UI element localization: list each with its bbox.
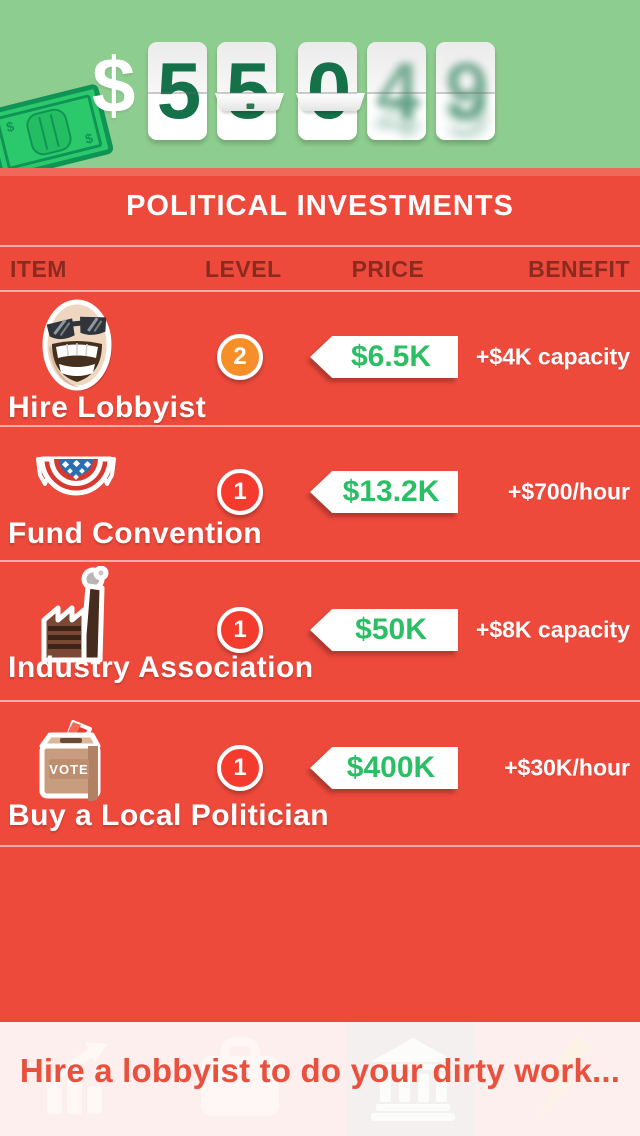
factory-icon	[41, 566, 109, 663]
counter-digit-tile: 5	[215, 42, 284, 140]
item-name: Fund Convention	[8, 517, 263, 550]
flying-money-icon[interactable]	[515, 1034, 605, 1124]
vote-label: VOTE	[49, 762, 88, 777]
item-name: Buy a Local Politician	[8, 799, 330, 832]
counter-digit-tile: 5	[148, 42, 207, 140]
table-row-industry-association[interactable]: Industry Association 1 $50K +$8K capacit…	[0, 560, 640, 700]
buy-button[interactable]: $13.2K	[310, 471, 458, 513]
counter-digit: 5	[156, 46, 202, 135]
column-header-benefit: BENEFIT	[528, 256, 630, 282]
level-badge: 1	[217, 469, 263, 515]
item-name: Hire Lobbyist	[8, 391, 207, 424]
ballot-box-icon: VOTE	[39, 720, 101, 801]
level-badge: 1	[217, 745, 263, 791]
benefit-label: +$700/hour	[507, 478, 630, 505]
briefcase-icon[interactable]	[195, 1034, 285, 1124]
table-header-row: ITEM LEVEL PRICE BENEFIT	[0, 256, 640, 284]
buy-button[interactable]: $400K	[310, 747, 458, 789]
price-label: $50K	[355, 613, 427, 646]
hint-ticker-text: Hire a lobbyist to do your dirty work...	[19, 1052, 621, 1089]
counter-digit: 9	[444, 46, 490, 135]
bar-chart-icon[interactable]	[35, 1034, 125, 1124]
counter-digit-tile-spinning: 9 9	[436, 42, 495, 150]
divider	[0, 700, 640, 702]
divider	[0, 560, 640, 562]
page-title: POLITICAL INVESTMENTS	[126, 190, 514, 222]
political-investments-panel: POLITICAL INVESTMENTS ITEM LEVEL PRICE B…	[0, 168, 640, 1022]
decimal-dot	[246, 103, 255, 110]
counter-digit-ghost: 4	[375, 83, 421, 150]
counter-digit: 5	[225, 46, 271, 135]
svg-text:$: $	[5, 119, 16, 135]
patriotic-bunting-icon	[36, 456, 116, 496]
table-row-buy-local-politician[interactable]: VOTE Buy a Local Politician 1 $400K +$30…	[0, 700, 640, 845]
column-header-level: LEVEL	[205, 256, 282, 282]
counter-digit-ghost: 9	[444, 83, 490, 150]
panel-top-highlight	[0, 168, 640, 176]
counter-digit-tile-spinning: 4 4	[367, 42, 426, 150]
column-header-price: PRICE	[351, 256, 425, 282]
price-label: $6.5K	[350, 340, 432, 373]
buy-button[interactable]: $6.5K	[310, 336, 458, 378]
table-row-fund-convention[interactable]: Fund Convention 1 $13.2K +$700/hour	[0, 425, 640, 560]
column-header-item: ITEM	[10, 256, 67, 282]
money-counter-header: $ $ $ 5 5 0 4 4 9 9	[0, 0, 640, 168]
buy-button[interactable]: $50K	[310, 609, 458, 651]
counter-digit-tile: 0	[296, 42, 365, 140]
benefit-label: +$30K/hour	[504, 754, 630, 781]
price-label: $400K	[346, 751, 436, 784]
counter-digit: 4	[375, 46, 421, 135]
flip-flap	[215, 92, 284, 111]
bottom-tab-bar: Hire a lobbyist to do your dirty work...	[0, 1022, 640, 1136]
svg-text:$: $	[84, 130, 95, 146]
price-label: $13.2K	[342, 475, 440, 508]
bank-icon[interactable]	[368, 1034, 458, 1124]
level-badge: 1	[217, 607, 263, 653]
table-row-hire-lobbyist[interactable]: Hire Lobbyist 2 $6.5K +$4K capacity	[0, 292, 640, 425]
benefit-label: +$8K capacity	[475, 616, 630, 643]
divider	[0, 245, 640, 247]
level-badge: 2	[217, 334, 263, 380]
flip-flap	[296, 92, 365, 111]
currency-symbol: $	[92, 41, 136, 129]
lobbyist-face-icon	[42, 299, 112, 391]
benefit-label: +$4K capacity	[475, 343, 630, 370]
divider	[0, 425, 640, 427]
divider	[0, 845, 640, 847]
dollar-bill-icon: $ $	[0, 84, 114, 168]
divider	[0, 290, 640, 292]
item-name: Industry Association	[8, 651, 314, 684]
counter-digit: 0	[306, 46, 352, 135]
